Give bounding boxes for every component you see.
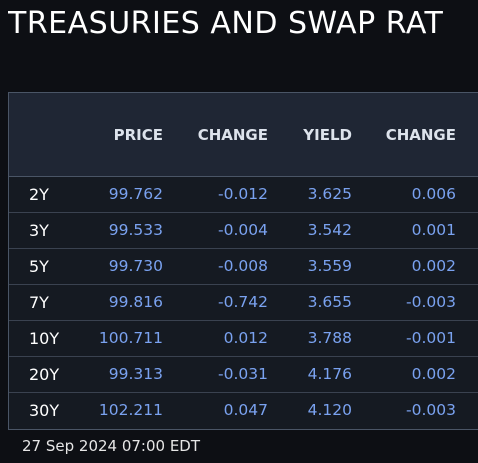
yield-cell: 3.559 xyxy=(307,257,352,275)
yield-cell: 3.655 xyxy=(307,293,352,311)
yield-change-cell: -0.003 xyxy=(406,401,456,419)
price-change-cell: -0.742 xyxy=(218,293,268,311)
table-row[interactable]: 20Y 99.313 -0.031 4.176 0.002 xyxy=(9,357,478,393)
yield-cell: 3.625 xyxy=(307,185,352,203)
yield-change-cell: -0.001 xyxy=(406,329,456,347)
price-cell: 102.211 xyxy=(98,401,163,419)
yield-change-cell: 0.002 xyxy=(411,365,456,383)
tenor-cell: 30Y xyxy=(29,401,60,420)
rates-table: PRICE CHANGE YIELD CHANGE 2Y 99.762 -0.012… xyxy=(8,92,478,430)
yield-cell: 4.176 xyxy=(307,365,352,383)
tenor-cell: 3Y xyxy=(29,221,49,240)
table-row[interactable]: 30Y 102.211 0.047 4.120 -0.003 xyxy=(9,393,478,429)
table-row[interactable]: 5Y 99.730 -0.008 3.559 0.002 xyxy=(9,249,478,285)
price-change-cell: -0.031 xyxy=(218,365,268,383)
price-change-cell: -0.012 xyxy=(218,185,268,203)
price-cell: 99.313 xyxy=(108,365,163,383)
table-row[interactable]: 3Y 99.533 -0.004 3.542 0.001 xyxy=(9,213,478,249)
yield-cell: 3.542 xyxy=(307,221,352,239)
column-header-price-change[interactable]: CHANGE xyxy=(197,126,268,144)
price-change-cell: -0.004 xyxy=(218,221,268,239)
price-cell: 99.533 xyxy=(108,221,163,239)
table-row[interactable]: 7Y 99.816 -0.742 3.655 -0.003 xyxy=(9,285,478,321)
table-row[interactable]: 2Y 99.762 -0.012 3.625 0.006 xyxy=(9,177,478,213)
price-cell: 100.711 xyxy=(98,329,163,347)
yield-change-cell: 0.002 xyxy=(411,257,456,275)
page-title: TREASURIES AND SWAP RAT xyxy=(8,6,444,41)
price-cell: 99.816 xyxy=(108,293,163,311)
yield-cell: 3.788 xyxy=(307,329,352,347)
column-header-yield[interactable]: YIELD xyxy=(303,126,352,144)
yield-change-cell: -0.003 xyxy=(406,293,456,311)
table-header: PRICE CHANGE YIELD CHANGE xyxy=(9,93,478,177)
tenor-cell: 5Y xyxy=(29,257,49,276)
column-header-price[interactable]: PRICE xyxy=(113,126,163,144)
tenor-cell: 7Y xyxy=(29,293,49,312)
tenor-cell: 10Y xyxy=(29,329,60,348)
price-change-cell: -0.008 xyxy=(218,257,268,275)
price-change-cell: 0.047 xyxy=(223,401,268,419)
yield-change-cell: 0.001 xyxy=(411,221,456,239)
price-cell: 99.730 xyxy=(108,257,163,275)
yield-change-cell: 0.006 xyxy=(411,185,456,203)
timestamp: 27 Sep 2024 07:00 EDT xyxy=(22,437,201,455)
price-change-cell: 0.012 xyxy=(223,329,268,347)
price-cell: 99.762 xyxy=(108,185,163,203)
tenor-cell: 2Y xyxy=(29,185,49,204)
table-row[interactable]: 10Y 100.711 0.012 3.788 -0.001 xyxy=(9,321,478,357)
column-header-yield-change[interactable]: CHANGE xyxy=(385,126,456,144)
yield-cell: 4.120 xyxy=(307,401,352,419)
tenor-cell: 20Y xyxy=(29,365,60,384)
